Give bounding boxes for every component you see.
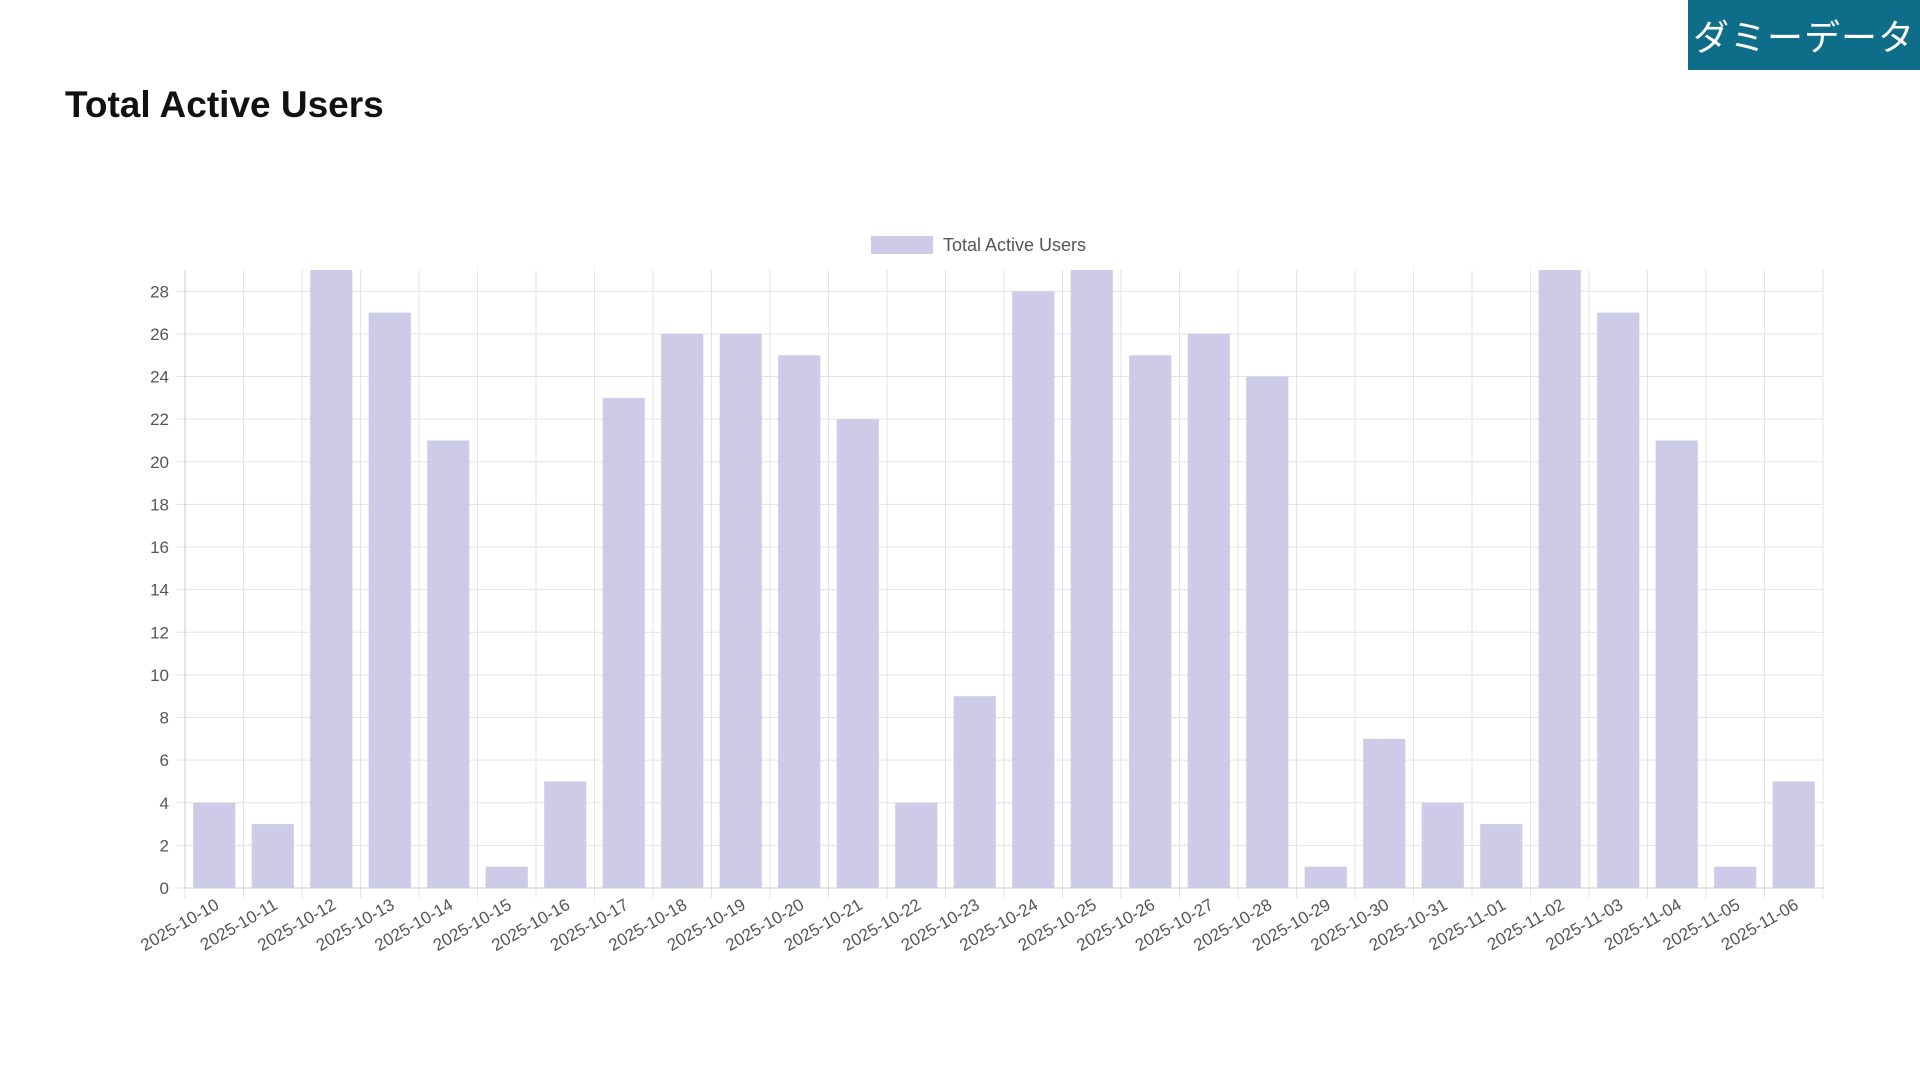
bar[interactable]: [778, 355, 821, 888]
legend-label[interactable]: Total Active Users: [943, 235, 1086, 255]
x-axis-ticks: 2025-10-102025-10-112025-10-122025-10-13…: [137, 895, 1801, 955]
y-tick-label: 0: [160, 879, 169, 898]
legend[interactable]: Total Active Users: [871, 235, 1086, 255]
y-tick-label: 12: [150, 623, 169, 642]
y-tick-label: 20: [150, 453, 169, 472]
bar[interactable]: [1655, 440, 1698, 888]
y-tick-label: 28: [150, 282, 169, 301]
bar[interactable]: [953, 696, 996, 888]
bar[interactable]: [1772, 781, 1815, 888]
y-tick-label: 16: [150, 538, 169, 557]
y-tick-label: 24: [150, 368, 169, 387]
bar[interactable]: [1480, 824, 1523, 888]
bar[interactable]: [602, 397, 645, 888]
bar[interactable]: [1187, 333, 1230, 888]
bar[interactable]: [310, 270, 353, 888]
bar[interactable]: [1129, 355, 1172, 888]
y-tick-label: 26: [150, 325, 169, 344]
y-tick-label: 22: [150, 410, 169, 429]
bar[interactable]: [1538, 270, 1581, 888]
y-tick-label: 6: [160, 751, 169, 770]
y-tick-label: 10: [150, 666, 169, 685]
bar[interactable]: [661, 333, 704, 888]
dummy-data-badge: ダミーデータ: [1688, 0, 1920, 70]
legend-swatch[interactable]: [871, 236, 933, 254]
page-title: Total Active Users: [65, 84, 384, 125]
bar[interactable]: [193, 802, 236, 888]
bar[interactable]: [1246, 376, 1289, 888]
bar[interactable]: [895, 802, 938, 888]
bar[interactable]: [251, 824, 294, 888]
bar[interactable]: [485, 866, 528, 888]
bar[interactable]: [1597, 312, 1640, 888]
bar[interactable]: [719, 333, 762, 888]
y-tick-label: 8: [160, 709, 169, 728]
y-tick-label: 14: [150, 581, 169, 600]
bar[interactable]: [1714, 866, 1757, 888]
bar[interactable]: [1304, 866, 1347, 888]
bar[interactable]: [1421, 802, 1464, 888]
bar[interactable]: [1070, 270, 1113, 888]
axes: [184, 270, 1823, 889]
bar[interactable]: [1012, 291, 1055, 889]
bar[interactable]: [427, 440, 470, 888]
bar[interactable]: [1363, 738, 1406, 888]
y-tick-label: 4: [160, 794, 169, 813]
y-tick-label: 18: [150, 495, 169, 514]
bar[interactable]: [368, 312, 411, 888]
y-tick-label: 2: [160, 836, 169, 855]
bars: [193, 270, 1815, 889]
bar[interactable]: [544, 781, 587, 888]
bar[interactable]: [836, 419, 879, 888]
